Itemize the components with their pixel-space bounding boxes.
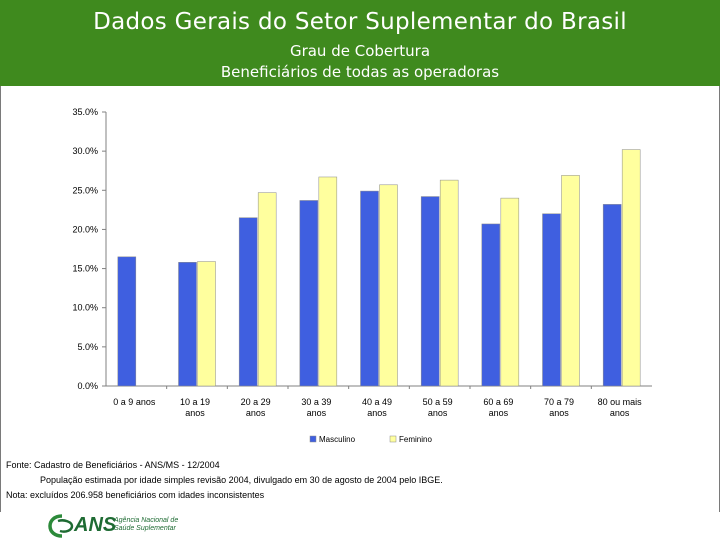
bar-feminino (197, 261, 216, 387)
bar-masculino (481, 223, 501, 387)
bar-masculino (238, 217, 258, 387)
y-tick-label: 5.0% (77, 342, 98, 352)
page-title: Dados Gerais do Setor Suplementar do Bra… (93, 9, 627, 35)
bar-feminino (379, 184, 398, 387)
x-tick-label: 20 a 29 anos (241, 397, 271, 418)
legend-swatch-masculino (309, 435, 317, 443)
y-tick-label: 15.0% (72, 264, 98, 274)
legend-label: Feminino (399, 435, 432, 444)
bar-masculino (602, 204, 622, 387)
bar-masculino (542, 213, 561, 387)
footer (0, 512, 720, 540)
y-tick-label: 20.0% (72, 224, 98, 234)
notes-block: Fonte: Cadastro de Beneficiários - ANS/M… (6, 458, 443, 503)
source-note: Fonte: Cadastro de Beneficiários - ANS/M… (6, 460, 220, 470)
bar-masculino (117, 256, 137, 387)
bar-feminino (439, 179, 459, 387)
x-tick-label: 40 a 49 anos (362, 397, 392, 418)
bar-feminino (318, 176, 338, 387)
bar-masculino (420, 196, 440, 387)
legend-label: Masculino (319, 435, 356, 444)
bar-feminino (257, 192, 277, 387)
bar-masculino (299, 200, 319, 387)
x-tick-label: 30 a 39 anos (301, 397, 331, 418)
page-subtitle: Grau de Cobertura (289, 42, 431, 60)
page-subtitle-secondary: Beneficiários de todas as operadoras (220, 63, 500, 81)
bar-masculino (360, 190, 379, 387)
x-tick-label: 0 a 9 anos (113, 397, 156, 407)
logo-tagline: Agência Nacional de Saúde Suplementar (114, 517, 179, 532)
y-tick-label: 0.0% (77, 381, 98, 391)
y-tick-label: 25.0% (72, 185, 98, 195)
x-tick-label: 80 ou mais anos (598, 397, 643, 418)
x-tick-label: 10 a 19 anos (180, 397, 210, 418)
exclusion-note: Nota: excluídos 206.958 beneficiários co… (6, 490, 265, 500)
legend-swatch-feminino (389, 435, 397, 443)
y-tick-label: 30.0% (72, 146, 98, 156)
population-note: População estimada por idade simples rev… (40, 475, 443, 485)
bar-chart: 0.0% 5.0% 10.0% 15.0% 20.0% 25.0% 30.0% 35.0% 0 … (72, 107, 652, 444)
bar-feminino (561, 175, 580, 387)
bar-masculino (178, 262, 197, 387)
y-tick-label: 35.0% (72, 107, 98, 117)
bar-feminino (621, 149, 641, 387)
x-tick-label: 50 a 59 anos (423, 397, 453, 418)
y-tick-label: 10.0% (72, 303, 98, 313)
header-banner: Dados Gerais do Setor Suplementar do Bra… (0, 0, 720, 86)
bar-feminino (500, 197, 520, 387)
x-tick-label: 70 a 79 anos (544, 397, 574, 418)
logo-brand: ANS (74, 514, 117, 536)
x-tick-label: 60 a 69 anos (483, 397, 513, 418)
ans-logo-icon (48, 514, 74, 538)
